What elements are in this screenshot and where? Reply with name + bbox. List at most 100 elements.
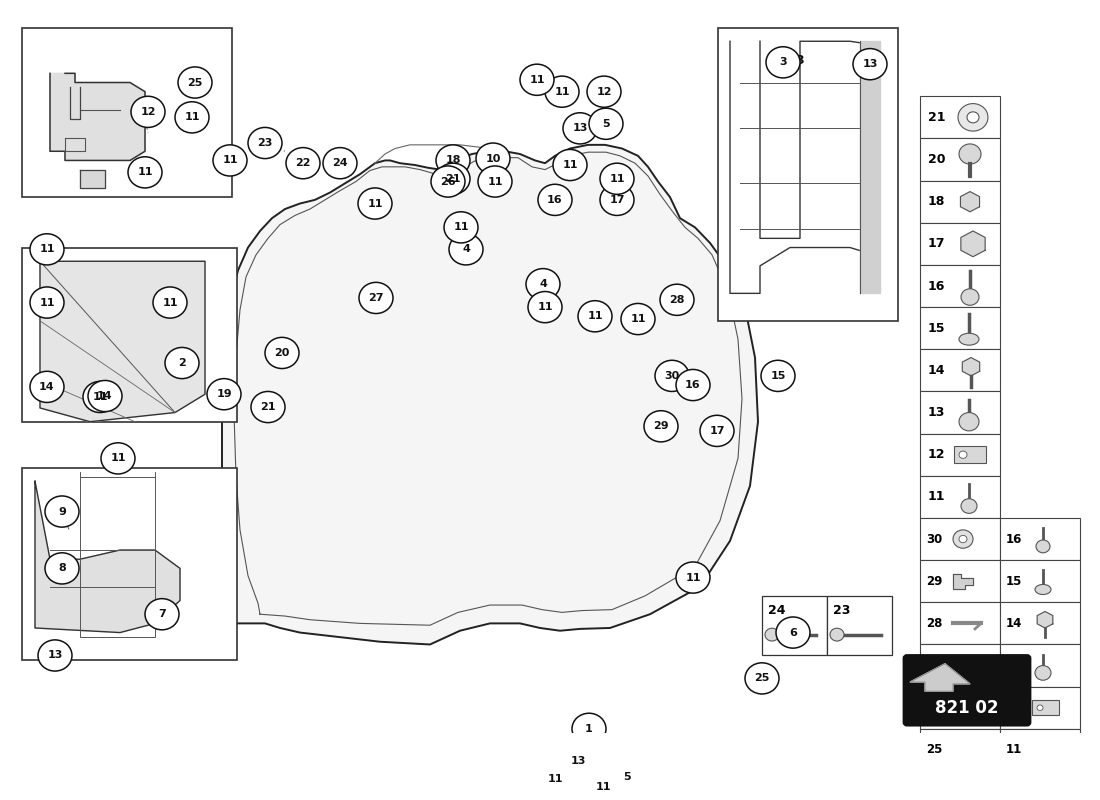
Circle shape [30,371,64,402]
Text: 18: 18 [446,155,461,166]
Circle shape [959,144,981,164]
Text: 7: 7 [157,610,166,622]
Circle shape [251,391,285,422]
Text: 22: 22 [295,158,310,168]
Text: 3: 3 [795,54,804,67]
Text: 11: 11 [185,112,200,122]
Text: 11: 11 [222,155,238,166]
Circle shape [561,746,595,777]
Text: 8: 8 [58,563,66,574]
FancyBboxPatch shape [920,222,1000,265]
Circle shape [676,370,710,401]
Text: 19: 19 [217,390,232,399]
FancyBboxPatch shape [762,596,827,655]
Circle shape [600,184,634,215]
Circle shape [178,67,212,98]
Text: 11: 11 [529,74,544,85]
Text: 27: 27 [368,293,384,303]
Circle shape [30,234,64,265]
Circle shape [830,628,844,641]
Circle shape [961,289,979,306]
FancyBboxPatch shape [920,307,1000,350]
FancyBboxPatch shape [953,743,977,756]
Circle shape [431,166,465,197]
Circle shape [967,112,979,123]
Text: 11: 11 [138,167,153,178]
Text: 30: 30 [926,533,943,546]
Text: 11: 11 [92,392,108,402]
Text: 12: 12 [141,107,156,117]
Circle shape [621,303,654,334]
Text: 13: 13 [862,59,878,69]
Text: 16: 16 [547,195,563,205]
Circle shape [563,113,597,144]
Text: 18: 18 [444,147,462,161]
FancyBboxPatch shape [920,476,1000,518]
Circle shape [265,338,299,369]
FancyBboxPatch shape [1000,645,1080,686]
Circle shape [476,143,510,174]
Text: 14: 14 [928,364,946,377]
Text: 13: 13 [1006,659,1022,672]
Circle shape [1035,666,1050,680]
Text: 25: 25 [187,78,202,87]
Circle shape [961,498,977,514]
Circle shape [958,103,988,131]
Text: 27: 27 [926,659,943,672]
Text: 16: 16 [1006,533,1022,546]
Text: 13: 13 [928,406,945,419]
Text: 18: 18 [928,195,945,208]
Text: 11: 11 [1006,743,1022,757]
Text: 22: 22 [295,151,311,164]
Text: 15: 15 [1006,574,1022,588]
Text: 11: 11 [487,177,503,186]
FancyBboxPatch shape [952,699,974,716]
Text: 11: 11 [595,782,610,791]
Polygon shape [80,170,104,188]
Circle shape [959,413,979,431]
Text: 25: 25 [755,674,770,683]
FancyBboxPatch shape [1032,700,1059,715]
Circle shape [660,284,694,315]
Circle shape [101,442,135,474]
Circle shape [586,771,620,800]
Circle shape [745,663,779,694]
Text: 12: 12 [596,86,612,97]
Circle shape [608,791,642,800]
Circle shape [153,287,187,318]
FancyBboxPatch shape [920,729,1000,771]
Text: 15: 15 [770,371,785,381]
FancyBboxPatch shape [1000,729,1080,771]
Text: 29: 29 [926,574,943,588]
Text: 30: 30 [664,371,680,381]
FancyBboxPatch shape [954,446,986,463]
FancyBboxPatch shape [22,27,232,197]
Text: 16: 16 [928,279,945,293]
FancyBboxPatch shape [920,560,1000,602]
Text: 17: 17 [609,195,625,205]
Circle shape [959,535,967,542]
Polygon shape [910,664,970,691]
Text: 1: 1 [585,724,593,734]
Circle shape [700,415,734,446]
Text: 23: 23 [257,138,273,148]
Circle shape [1036,540,1050,553]
FancyBboxPatch shape [827,596,892,655]
Text: 17: 17 [928,238,946,250]
Circle shape [957,746,965,754]
Text: 11: 11 [110,454,125,463]
Circle shape [128,157,162,188]
Ellipse shape [953,658,977,673]
Circle shape [572,714,606,745]
Text: 24: 24 [331,151,349,164]
Text: 14: 14 [97,391,113,401]
Text: 2: 2 [177,357,186,370]
FancyBboxPatch shape [1000,518,1080,560]
Text: a passion for parts since 1985: a passion for parts since 1985 [190,468,550,632]
Text: 26: 26 [440,177,455,186]
FancyBboxPatch shape [920,138,1000,181]
Text: 11: 11 [453,222,469,232]
Text: 11: 11 [40,298,55,307]
Text: 12: 12 [1006,702,1022,714]
Text: 14: 14 [40,382,55,392]
